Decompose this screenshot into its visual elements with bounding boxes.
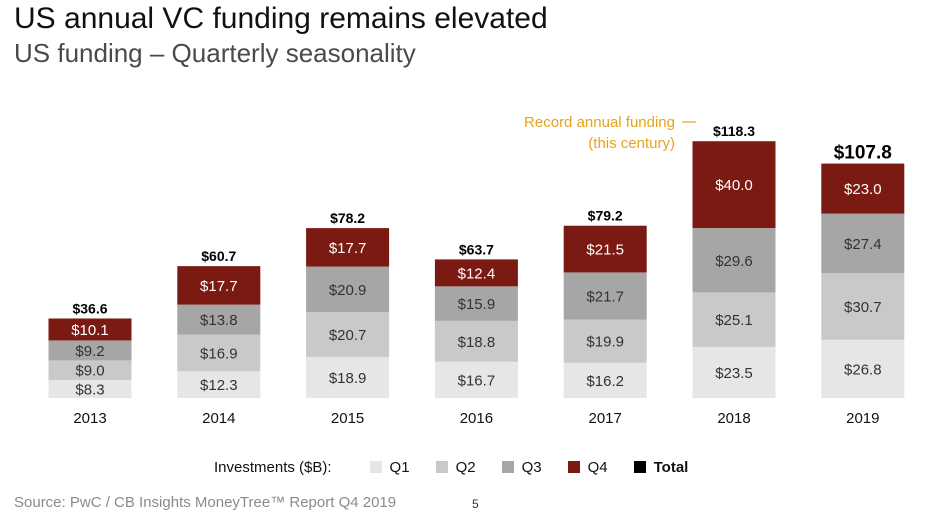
data-label-q1-2015: $18.9 — [329, 370, 367, 387]
x-tick-label-2014: 2014 — [202, 410, 235, 427]
bar-q1-2019 — [821, 339, 905, 398]
x-tick-label-2017: 2017 — [589, 410, 622, 427]
bar-q4-2017 — [563, 225, 647, 273]
x-tick-label-2018: 2018 — [717, 410, 750, 427]
total-label-2018: $118.3 — [713, 123, 755, 139]
data-label-q4-2018: $40.0 — [715, 177, 753, 194]
total-label-2017: $79.2 — [588, 208, 623, 224]
bar-q2-2013 — [48, 360, 132, 380]
total-label-2016: $63.7 — [459, 241, 494, 257]
data-label-q1-2013: $8.3 — [75, 381, 104, 398]
bar-q3-2018 — [692, 228, 776, 293]
bar-q2-2015 — [306, 311, 390, 357]
bar-q4-2019 — [821, 163, 905, 214]
total-label-2013: $36.6 — [72, 300, 107, 316]
data-label-q1-2014: $12.3 — [200, 377, 238, 394]
data-label-q1-2017: $16.2 — [586, 373, 624, 390]
chart-title: US annual VC funding remains elevated — [14, 2, 548, 35]
legend-label-q3: Q3 — [521, 458, 542, 476]
legend: Investments ($B): Q1 Q2 Q3 Q4 Total — [214, 457, 714, 477]
chart-subtitle: US funding – Quarterly seasonality — [14, 38, 416, 68]
legend-item-q3: Q3 — [501, 458, 542, 476]
bar-q3-2015 — [306, 266, 390, 312]
data-label-q3-2013: $9.2 — [75, 343, 104, 360]
data-label-q4-2016: $12.4 — [458, 265, 496, 282]
bar-q2-2018 — [692, 292, 776, 347]
legend-swatch-q2 — [435, 461, 448, 473]
data-label-q2-2013: $9.0 — [75, 363, 104, 380]
legend-item-q1: Q1 — [369, 458, 410, 476]
data-label-q3-2017: $21.7 — [586, 289, 624, 306]
total-label-2015: $78.2 — [330, 210, 365, 226]
bar-q1-2017 — [563, 362, 647, 398]
data-label-q4-2017: $21.5 — [586, 242, 624, 259]
legend-label-q2: Q2 — [455, 458, 476, 476]
data-label-q2-2018: $25.1 — [715, 312, 753, 329]
bar-q1-2016 — [434, 361, 518, 398]
data-label-q2-2014: $16.9 — [200, 345, 238, 362]
data-label-q2-2016: $18.8 — [458, 334, 496, 351]
x-tick-label-2013: 2013 — [73, 410, 106, 427]
source-note: Source: PwC / CB Insights MoneyTree™ Rep… — [14, 494, 397, 511]
legend-item-q4: Q4 — [567, 458, 608, 476]
x-tick-label-2016: 2016 — [460, 410, 493, 427]
legend-title: Investments ($B): — [214, 458, 332, 476]
bar-q4-2016 — [434, 259, 518, 287]
bar-q3-2013 — [48, 340, 132, 361]
data-label-q1-2018: $23.5 — [715, 365, 753, 382]
data-label-q4-2019: $23.0 — [844, 181, 882, 198]
data-label-q4-2015: $17.7 — [329, 240, 367, 257]
legend-swatch-q3 — [501, 461, 514, 473]
data-label-q2-2019: $30.7 — [844, 299, 882, 316]
bar-q1-2018 — [692, 346, 776, 398]
total-label-2019: $107.8 — [834, 143, 892, 164]
data-label-q3-2019: $27.4 — [844, 236, 882, 253]
legend-swatch-q4 — [567, 461, 580, 473]
data-label-q3-2014: $13.8 — [200, 312, 238, 329]
bar-q2-2017 — [563, 319, 647, 363]
bar-q1-2015 — [306, 356, 390, 398]
bar-q4-2018 — [692, 141, 776, 229]
legend-label-q1: Q1 — [389, 458, 410, 476]
data-label-q1-2016: $16.7 — [458, 372, 496, 389]
legend-label-total: Total — [653, 458, 689, 476]
data-label-q4-2013: $10.1 — [71, 322, 109, 339]
data-label-q1-2019: $26.8 — [844, 361, 882, 378]
bar-q4-2014 — [177, 266, 261, 305]
x-tick-label-2019: 2019 — [846, 410, 879, 427]
total-label-2014: $60.7 — [201, 248, 236, 264]
annotation-line-1: Record annual funding — [524, 114, 675, 131]
data-label-q2-2017: $19.9 — [586, 334, 624, 351]
annotation-line-2: (this century) — [588, 135, 675, 152]
bar-q2-2014 — [177, 334, 261, 372]
bar-q1-2013 — [48, 379, 132, 398]
data-label-q3-2018: $29.6 — [715, 253, 753, 270]
legend-swatch-q1 — [369, 461, 382, 473]
bar-q3-2019 — [821, 213, 905, 274]
bar-q2-2016 — [434, 320, 518, 362]
bar-q3-2017 — [563, 272, 647, 320]
bar-q4-2015 — [306, 228, 390, 267]
bar-q3-2014 — [177, 304, 261, 335]
legend-label-q4: Q4 — [587, 458, 608, 476]
x-tick-label-2015: 2015 — [331, 410, 364, 427]
data-label-q3-2015: $20.9 — [329, 282, 367, 299]
bar-q1-2014 — [177, 371, 261, 398]
data-label-q2-2015: $20.7 — [329, 327, 367, 344]
legend-swatch-total — [633, 461, 646, 473]
bar-q3-2016 — [434, 286, 518, 321]
page-number: 5 — [472, 497, 479, 511]
data-label-q4-2014: $17.7 — [200, 278, 238, 295]
bar-q2-2019 — [821, 273, 905, 340]
legend-item-total: Total — [633, 458, 689, 476]
legend-item-q2: Q2 — [435, 458, 476, 476]
bar-q4-2013 — [48, 318, 132, 341]
data-label-q3-2016: $15.9 — [458, 296, 496, 313]
